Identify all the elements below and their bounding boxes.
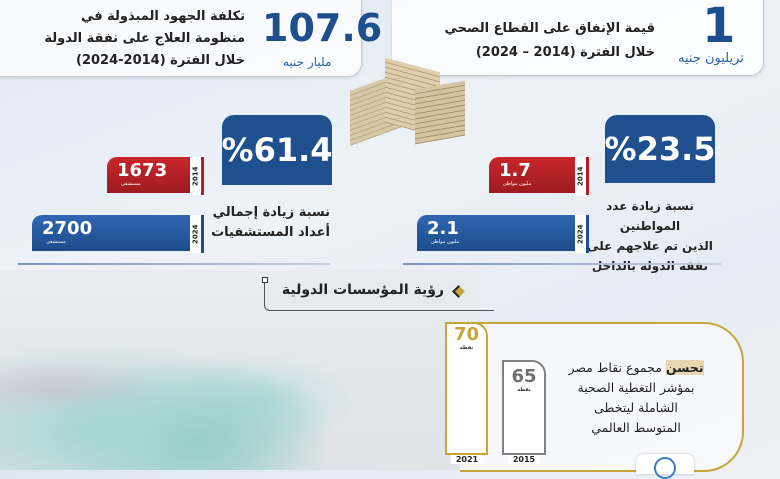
text-line: تكلفة الجهود المبذولة في [80,9,245,24]
treatment-cost-unit: مليار جنيه [283,55,332,69]
who-logo [636,454,694,479]
year-label: 2014 [575,157,589,195]
column-value: 70 [453,324,480,345]
text-line: قيمة الإنفاق على القطاع الصحي [444,21,655,36]
text-line: منظومة العلاج على نفقة الدولة [44,31,245,46]
text-line: المتوسط العالمي [591,420,681,435]
citizens-percent-box: %23.5 [605,115,716,183]
bar-value: 1.7 [499,160,531,181]
hospitals-percent-box: %61.4 [222,115,333,185]
divider [18,263,330,265]
diamond-icon [452,285,465,298]
text-line: الشاملة ليتخطى [594,400,678,415]
text-line: خلال الفترة (2014-2024) [75,53,245,68]
column-unit: نقطة [459,345,474,351]
text-line: خلال الفترة (2014 – 2024) [475,45,655,60]
section-title: رؤية المؤسسات الدولية [281,282,444,298]
treatment-cost-card: 107.6 مليار جنيه تكلفة الجهود المبذولة ف… [0,0,382,77]
health-spending-unit: تريليون جنيه [678,51,744,66]
text-line: مجموع نقاط مصر [568,360,662,375]
citizens-2014-bar: 1.7 مليون مواطن [489,157,576,193]
surgery-background-photo [0,270,480,470]
health-spending-card: 1 تريليون جنيه قيمة الإنفاق على القطاع ا… [392,0,764,76]
year-label: 2024 [190,215,204,253]
text-line: نفقة الدولة بالداخل [591,259,709,273]
divider [403,263,721,265]
section-title-frame: رؤية المؤسسات الدولية [262,277,494,311]
hospitals-2014-bar: 1673 مستشفى [107,157,191,193]
text-line: نسبة زيادة عدد المواطنين [606,199,694,233]
year-label: 2024 [575,215,589,253]
highlight-word: تحسن [665,360,704,375]
bar-unit: مستشفى [46,239,66,245]
year-label: 2015 [508,455,540,464]
bar-unit: مستشفى [121,181,141,187]
health-spending-value: 1 [702,0,736,54]
text-line: الذين تم علاجهم على [587,239,713,253]
treatment-cost-value: 107.6 [262,6,383,50]
text-line: بمؤشر التغطية الصحية [577,380,695,395]
bar-unit: مليون مواطن [431,239,460,245]
bar-value: 2.1 [427,218,459,239]
text-line: أعداد المستشفيات [211,225,330,240]
citizens-2024-bar: 2.1 مليون مواطن [417,215,576,251]
hospitals-2024-bar: 2700 مستشفى [32,215,191,251]
column-value: 65 [511,366,537,387]
money-stack-image [340,45,470,150]
bar-unit: مليون مواطن [503,181,532,187]
text-line: نسبة زيادة إجمالي [212,205,330,220]
column-unit: نقطة [517,387,531,393]
column-2015: 65 نقطة [502,360,546,455]
year-label: 2021 [451,455,483,464]
year-label: 2014 [190,157,204,195]
bar-value: 2700 [42,218,93,239]
bar-value: 1673 [117,160,168,181]
column-2021: 70 نقطة [445,322,488,455]
